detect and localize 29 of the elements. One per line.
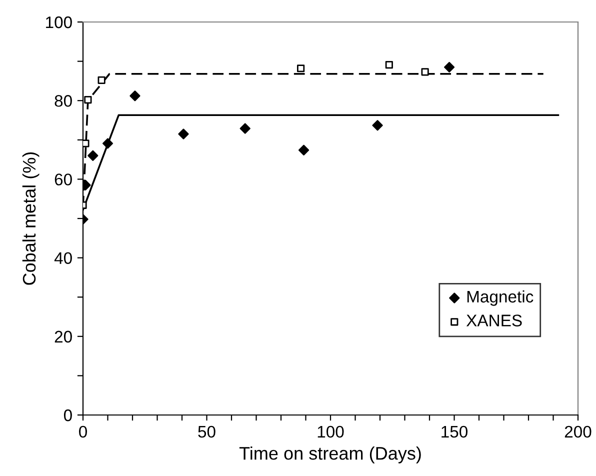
point xyxy=(385,61,393,69)
point xyxy=(421,68,429,76)
point xyxy=(84,96,92,104)
point xyxy=(98,76,106,84)
y-tick-label: 100 xyxy=(46,16,72,28)
y-tick-label: 60 xyxy=(54,174,72,186)
x-tick-label: 0 xyxy=(79,426,87,438)
legend-label: XANES xyxy=(466,314,522,326)
point xyxy=(297,64,305,72)
y-tick-label: 80 xyxy=(54,95,72,107)
y-tick-label: 40 xyxy=(54,252,72,264)
point xyxy=(240,123,250,134)
y-tick-label: 20 xyxy=(54,330,72,343)
x-axis-title: Time on stream (Days) xyxy=(239,446,421,464)
point xyxy=(298,144,310,156)
point xyxy=(88,150,98,161)
x-tick-label: 150 xyxy=(442,426,468,438)
y-tick-label: 0 xyxy=(64,409,72,422)
point xyxy=(83,140,90,148)
x-tick-label: 100 xyxy=(318,426,344,438)
point xyxy=(178,128,189,140)
point xyxy=(102,138,114,149)
point xyxy=(130,90,140,102)
y-axis-title: Cobalt metal (%) xyxy=(22,152,40,285)
point xyxy=(372,120,383,131)
point xyxy=(444,62,455,72)
x-tick-label: 200 xyxy=(564,426,592,438)
legend-label: Magnetic xyxy=(467,290,534,306)
x-tick-label: 50 xyxy=(198,426,216,438)
